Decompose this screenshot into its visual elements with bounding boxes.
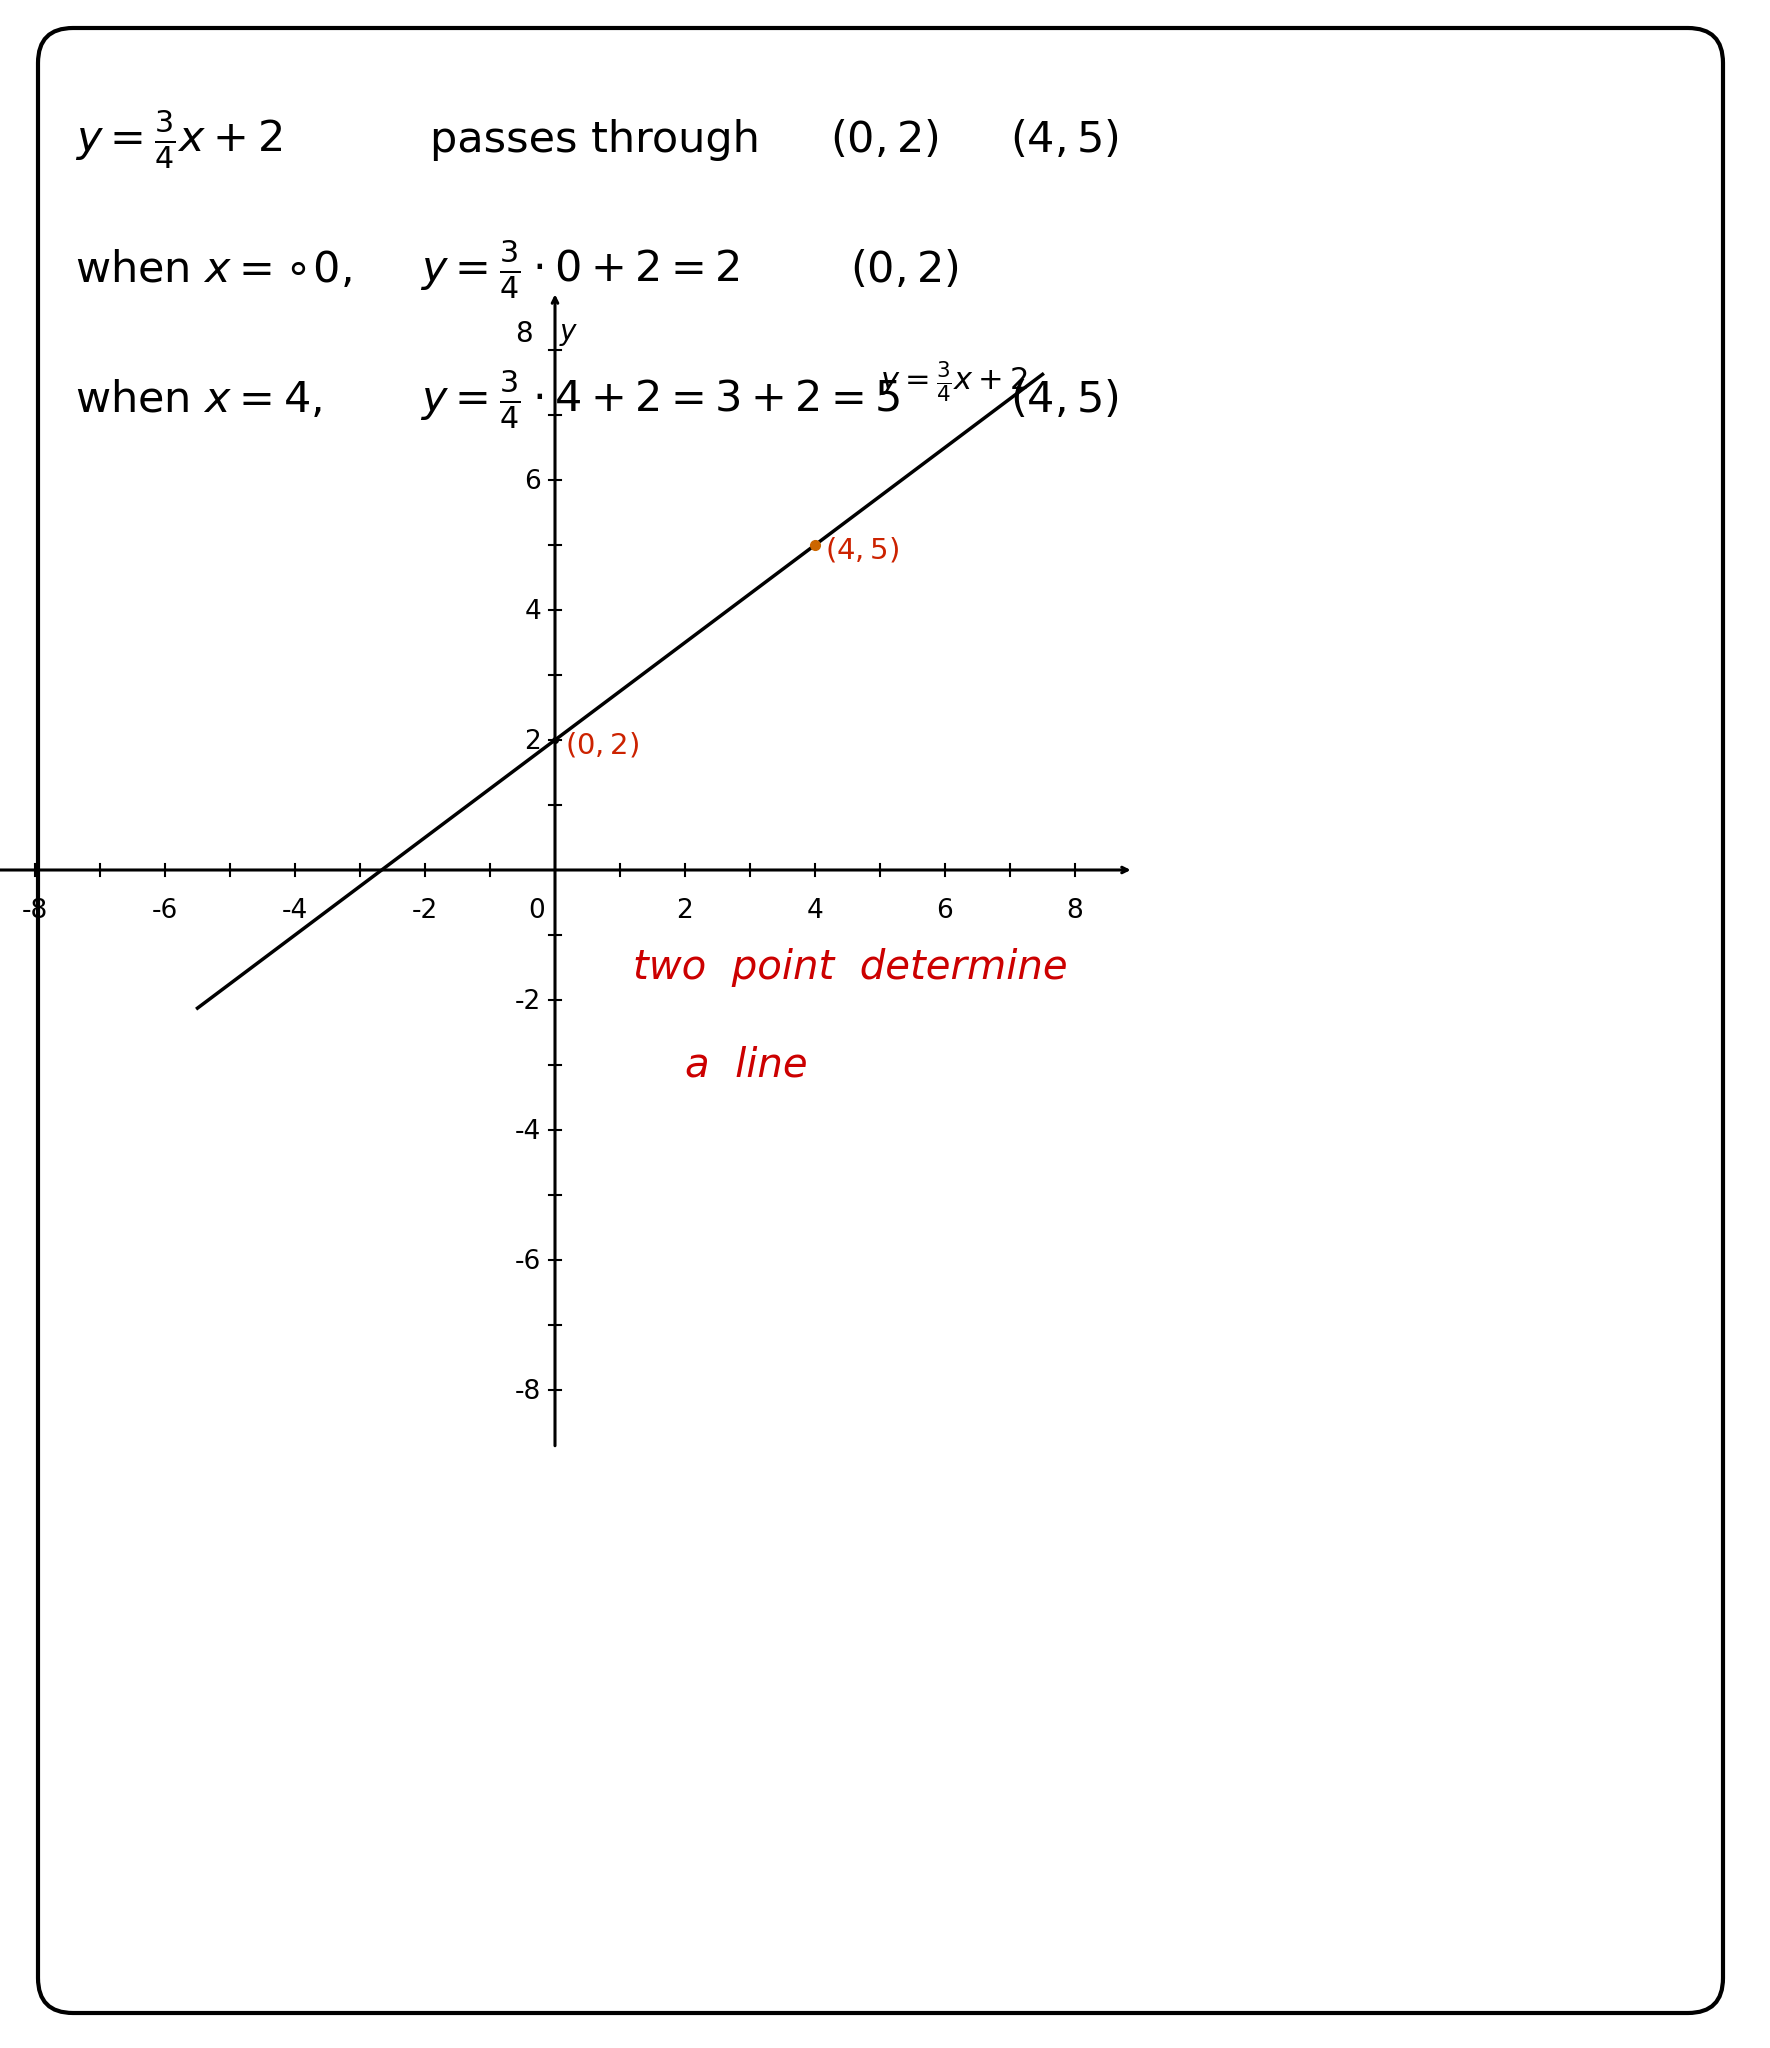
Text: -6: -6 xyxy=(152,897,179,924)
Text: -6: -6 xyxy=(515,1249,542,1276)
Text: 0: 0 xyxy=(529,897,545,924)
Text: $(4,5)$: $(4,5)$ xyxy=(1011,379,1119,422)
Text: 4: 4 xyxy=(524,598,542,625)
Text: -8: -8 xyxy=(515,1378,542,1405)
Text: $(4,5)$: $(4,5)$ xyxy=(825,535,899,565)
Text: 4: 4 xyxy=(807,897,823,924)
Text: $(0,2)$: $(0,2)$ xyxy=(850,250,959,291)
Text: passes through: passes through xyxy=(430,119,759,162)
Text: $y=\frac{3}{4}x+2$: $y=\frac{3}{4}x+2$ xyxy=(74,109,281,172)
Text: 2: 2 xyxy=(524,729,542,756)
Text: $y=\frac{3}{4}\cdot 0+2=2$: $y=\frac{3}{4}\cdot 0+2=2$ xyxy=(419,240,740,301)
Text: when $x=4,$: when $x=4,$ xyxy=(74,379,322,422)
Text: 6: 6 xyxy=(524,469,542,496)
Text: $(0,2)$: $(0,2)$ xyxy=(565,731,639,760)
Text: $y=\frac{3}{4}x+2$: $y=\frac{3}{4}x+2$ xyxy=(880,360,1028,406)
Text: 2: 2 xyxy=(676,897,694,924)
Text: -2: -2 xyxy=(412,897,439,924)
Text: -4: -4 xyxy=(281,897,308,924)
Text: a  line: a line xyxy=(685,1044,807,1085)
Text: -8: -8 xyxy=(21,897,48,924)
Text: -4: -4 xyxy=(515,1118,542,1145)
Text: $y=\frac{3}{4}\cdot 4+2=3+2=5$: $y=\frac{3}{4}\cdot 4+2=3+2=5$ xyxy=(419,369,901,432)
FancyBboxPatch shape xyxy=(37,29,1722,2013)
Text: $(4,5)$: $(4,5)$ xyxy=(1011,119,1119,162)
Text: two  point  determine: two point determine xyxy=(634,948,1067,987)
Text: 8: 8 xyxy=(515,319,533,348)
Text: $y$: $y$ xyxy=(559,319,579,348)
Text: -2: -2 xyxy=(515,989,542,1016)
Text: 8: 8 xyxy=(1067,897,1083,924)
Text: when $x=\!\circ\!0,$: when $x=\!\circ\!0,$ xyxy=(74,250,352,291)
Text: 6: 6 xyxy=(936,897,954,924)
Text: $(0,2)$: $(0,2)$ xyxy=(830,119,938,162)
